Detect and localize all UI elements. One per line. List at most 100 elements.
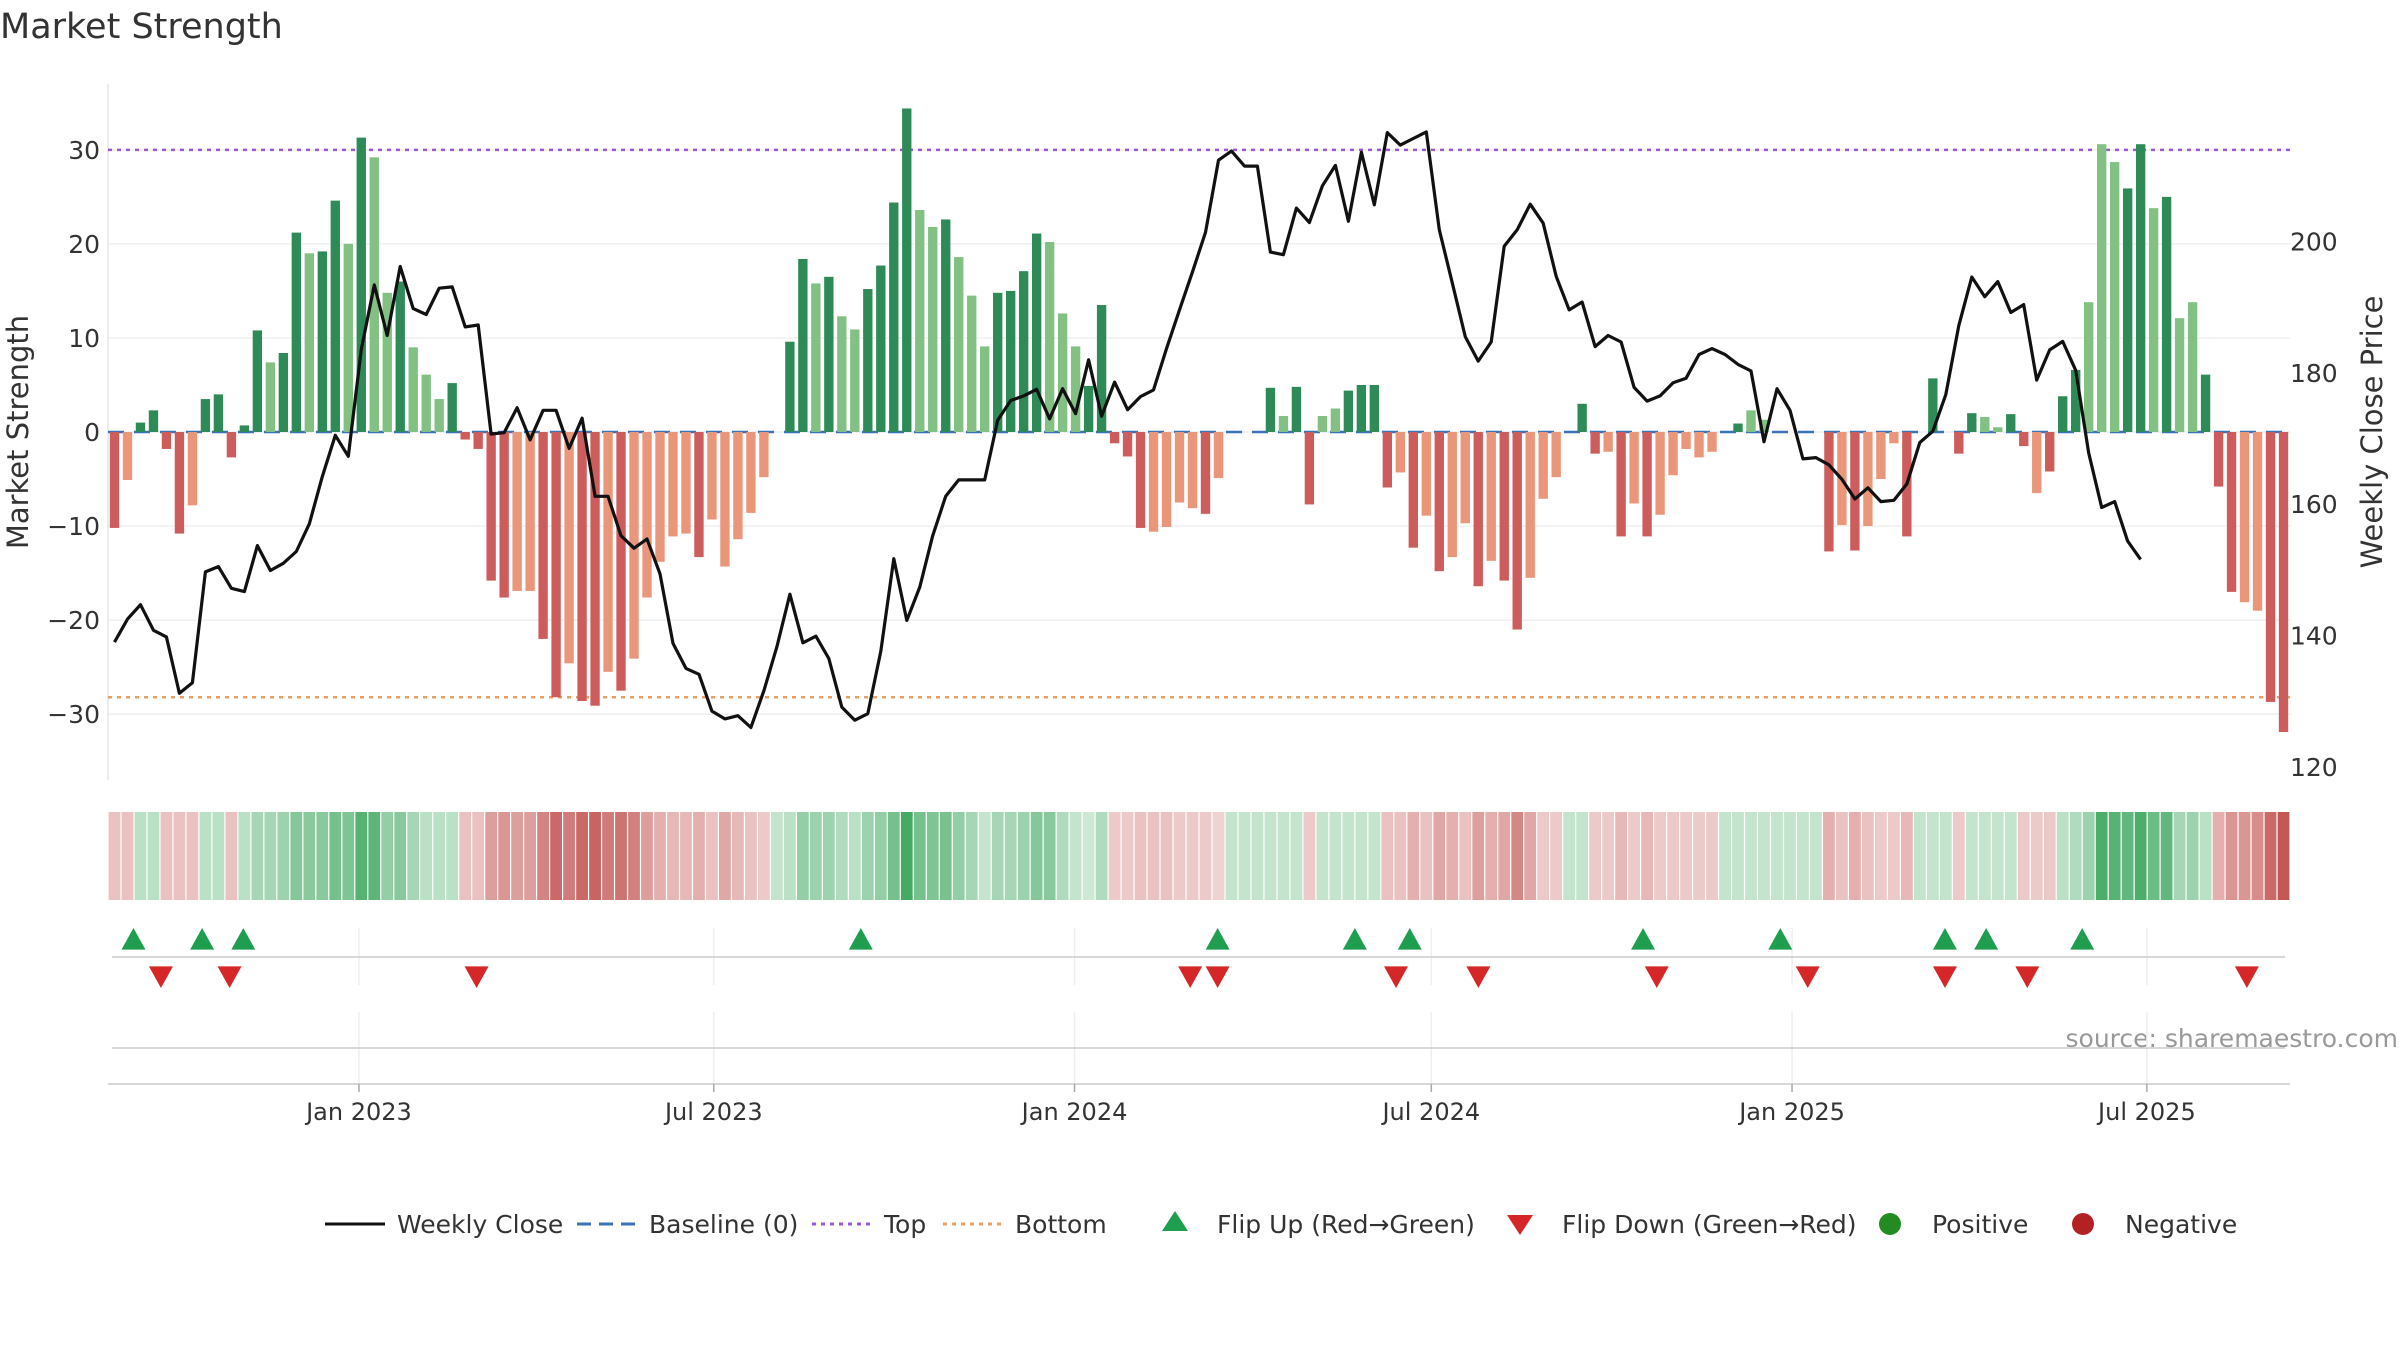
strip-cell bbox=[1693, 812, 1705, 900]
y-axis-label: Market Strength bbox=[1, 315, 35, 549]
strip-cell bbox=[1433, 812, 1446, 900]
strip-cell bbox=[1225, 812, 1238, 900]
legend-swatch bbox=[1879, 1213, 1901, 1235]
strength-bar bbox=[1746, 410, 1756, 432]
strip-cell bbox=[1900, 812, 1913, 900]
strength-bar bbox=[109, 432, 120, 528]
strength-bar bbox=[1291, 386, 1302, 432]
strip-cell bbox=[822, 812, 835, 900]
strip-cell bbox=[1641, 812, 1653, 900]
reference-lines bbox=[108, 148, 2290, 699]
strength-bar bbox=[317, 251, 327, 432]
strength-bar bbox=[2109, 162, 2120, 432]
strip-cell bbox=[1758, 812, 1770, 900]
strength-bar bbox=[291, 232, 302, 432]
strength-bar bbox=[980, 346, 990, 432]
strip-cell bbox=[2017, 812, 2030, 900]
strip-cell bbox=[745, 812, 757, 900]
strip-cell bbox=[926, 812, 939, 900]
strip-cell bbox=[1706, 812, 1718, 900]
strip-cell bbox=[1939, 812, 1952, 900]
strip-cell bbox=[2251, 812, 2264, 900]
strip-cell bbox=[796, 812, 809, 900]
strip-cell bbox=[381, 812, 394, 900]
strip-cell bbox=[2173, 812, 2186, 900]
strength-bar bbox=[798, 258, 808, 432]
strip-cell bbox=[264, 812, 277, 900]
strip-cell bbox=[1355, 812, 1368, 900]
legend-label: Weekly Close bbox=[397, 1210, 563, 1239]
x-tick-label: Jul 2023 bbox=[663, 1098, 763, 1126]
strip-cell bbox=[1420, 812, 1433, 900]
strip-cell bbox=[1680, 812, 1692, 900]
y-tick-label: 0 bbox=[84, 418, 100, 447]
strength-bar bbox=[1057, 313, 1068, 432]
strength-bar bbox=[1317, 416, 1328, 432]
y2-tick-label: 160 bbox=[2290, 490, 2338, 519]
strip-cell bbox=[1368, 812, 1381, 900]
strength-bar bbox=[2174, 318, 2185, 432]
strength-bar bbox=[2045, 432, 2055, 472]
flip-up-marker bbox=[1631, 928, 1656, 950]
strength-bar bbox=[499, 432, 509, 598]
strip-cell bbox=[1719, 812, 1731, 900]
strength-bar bbox=[304, 253, 314, 432]
strength-bar bbox=[1694, 432, 1704, 458]
strip-cell bbox=[1030, 812, 1043, 900]
strip-cell bbox=[1277, 812, 1290, 900]
strip-cell bbox=[2004, 812, 2017, 900]
strip-cell bbox=[1926, 812, 1939, 900]
strength-bar bbox=[694, 432, 704, 558]
strip-cell bbox=[1043, 812, 1056, 900]
strip-cell bbox=[1537, 812, 1550, 900]
strength-bar bbox=[2122, 188, 2133, 432]
strength-bar bbox=[1187, 432, 1198, 509]
strength-bar bbox=[837, 316, 847, 432]
strip-cell bbox=[2277, 812, 2290, 900]
flip-down-marker bbox=[1932, 966, 1957, 988]
strip-cell bbox=[2082, 812, 2095, 900]
strength-bar bbox=[2006, 414, 2016, 432]
flip-up-marker bbox=[1342, 928, 1367, 950]
strength-bar bbox=[1655, 432, 1665, 515]
legend-label: Flip Down (Green→Red) bbox=[1562, 1210, 1857, 1239]
strip-cell bbox=[1861, 812, 1874, 900]
strip-cell bbox=[1446, 812, 1459, 900]
strength-bar bbox=[1018, 271, 1029, 432]
strip-cell bbox=[809, 812, 822, 900]
strength-bar bbox=[2187, 302, 2198, 432]
flip-down-marker bbox=[1205, 966, 1230, 988]
strength-bar bbox=[759, 432, 769, 478]
strip-cell bbox=[199, 812, 212, 900]
strength-bar bbox=[369, 157, 379, 432]
strip-cell bbox=[342, 812, 355, 900]
strength-bar bbox=[2148, 208, 2159, 432]
strength-bar bbox=[915, 210, 925, 432]
strength-bar bbox=[1265, 387, 1276, 432]
strength-bar bbox=[525, 432, 535, 591]
strip-cell bbox=[1329, 812, 1342, 900]
strip-cell bbox=[407, 812, 420, 900]
chart-title: Market Strength bbox=[0, 7, 283, 47]
x-tick-label: Jan 2024 bbox=[1020, 1098, 1128, 1126]
strip-cell bbox=[251, 812, 264, 900]
strip-cell bbox=[1472, 812, 1485, 900]
strip-cell bbox=[680, 812, 692, 900]
strength-bar bbox=[1070, 346, 1081, 432]
strip-cell bbox=[1004, 812, 1017, 900]
strength-bar bbox=[226, 432, 237, 458]
strength-bar bbox=[1681, 432, 1691, 449]
strip-cell bbox=[1316, 812, 1329, 900]
strength-bar bbox=[2096, 144, 2107, 433]
strength-bar bbox=[1499, 432, 1509, 581]
strip-cell bbox=[1602, 812, 1615, 900]
strength-bar bbox=[1824, 432, 1834, 552]
strength-bar bbox=[733, 432, 743, 540]
flip-up-marker bbox=[1397, 928, 1422, 950]
strength-bar bbox=[1096, 305, 1107, 432]
strength-bar bbox=[993, 292, 1003, 432]
strength-bar bbox=[1213, 432, 1224, 479]
strength-bar bbox=[1109, 432, 1120, 444]
strip-cell bbox=[874, 812, 887, 900]
strength-bar bbox=[1161, 432, 1172, 527]
